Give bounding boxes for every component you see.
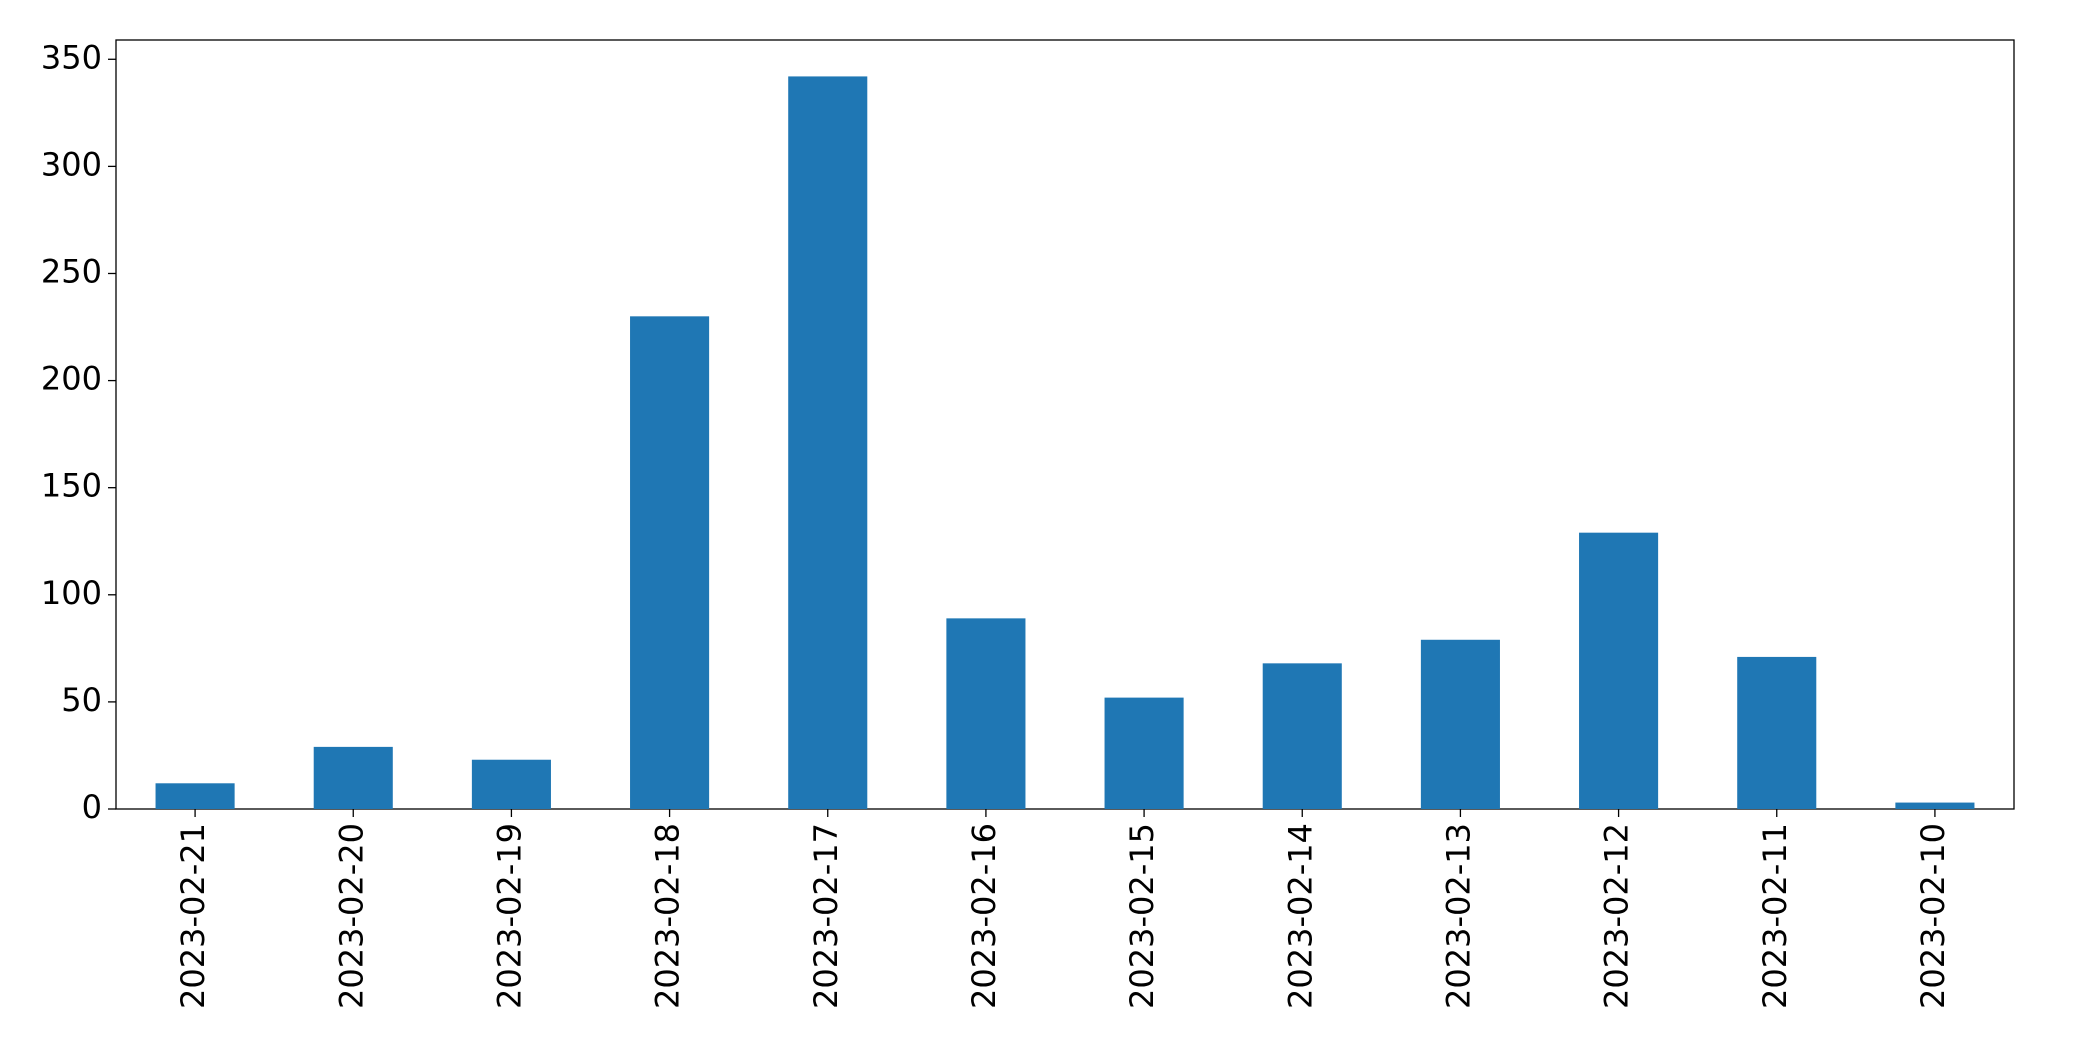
y-tick-label: 300: [41, 145, 102, 183]
bar: [1104, 697, 1184, 809]
bar: [1420, 639, 1500, 809]
x-tick-label: 2023-02-14: [1281, 823, 1319, 1009]
x-tick-label: 2023-02-21: [174, 823, 212, 1009]
y-tick-label: 350: [41, 38, 102, 76]
bar: [1579, 532, 1659, 809]
x-tick-label: 2023-02-16: [965, 823, 1003, 1009]
x-tick-label: 2023-02-20: [332, 823, 370, 1009]
y-tick-label: 200: [41, 360, 102, 398]
axes-frame: [115, 39, 2015, 810]
x-tick-label: 2023-02-12: [1598, 823, 1636, 1009]
x-tick-label: 2023-02-17: [807, 823, 845, 1009]
y-tick-label: 0: [82, 788, 102, 826]
bar: [630, 316, 710, 809]
y-tick-label: 50: [61, 681, 102, 719]
bar: [313, 746, 393, 809]
y-tick-label: 150: [41, 467, 102, 505]
x-tick-label: 2023-02-18: [649, 823, 687, 1009]
x-tick-label: 2023-02-15: [1123, 823, 1161, 1009]
bar: [471, 759, 551, 809]
y-tick-label: 250: [41, 252, 102, 290]
bar: [788, 76, 868, 809]
bar: [1895, 802, 1975, 809]
x-tick-label: 2023-02-13: [1439, 823, 1477, 1009]
bar: [1737, 656, 1817, 809]
bar: [1262, 663, 1342, 809]
x-tick-label: 2023-02-19: [490, 823, 528, 1009]
x-tick-label: 2023-02-10: [1914, 823, 1952, 1009]
y-tick-label: 100: [41, 574, 102, 612]
bar: [155, 783, 235, 809]
x-tick-label: 2023-02-11: [1756, 823, 1794, 1009]
bar: [946, 618, 1026, 809]
